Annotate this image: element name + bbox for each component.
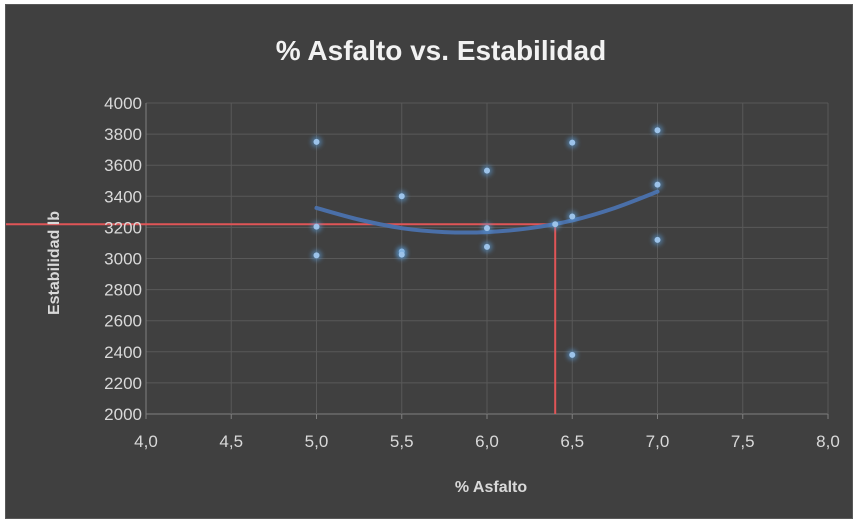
x-tick-label: 5,5 bbox=[390, 432, 414, 451]
data-point-marker bbox=[398, 193, 405, 200]
x-tick-label: 5,0 bbox=[305, 432, 329, 451]
y-tick-label: 3600 bbox=[104, 156, 142, 175]
data-point-marker bbox=[313, 138, 320, 145]
data-point bbox=[566, 211, 578, 223]
x-tick-label: 7,5 bbox=[731, 432, 755, 451]
x-tick-label: 6,0 bbox=[475, 432, 499, 451]
y-tick-label: 2000 bbox=[104, 405, 142, 424]
x-tick-label: 6,5 bbox=[560, 432, 584, 451]
data-point-marker bbox=[552, 221, 559, 228]
data-point-marker bbox=[654, 236, 661, 243]
data-point bbox=[311, 221, 322, 233]
data-point-marker bbox=[569, 213, 576, 220]
data-point-marker bbox=[569, 351, 576, 358]
y-tick-label: 3200 bbox=[104, 218, 142, 237]
y-axis-title: Estabilidad lb bbox=[46, 211, 63, 315]
y-tick-label: 2200 bbox=[104, 374, 142, 393]
x-tick-label: 4,5 bbox=[219, 432, 243, 451]
data-point bbox=[396, 249, 408, 261]
chart-title: % Asfalto vs. Estabilidad bbox=[276, 35, 606, 66]
y-tick-label: 2800 bbox=[104, 281, 142, 300]
data-point bbox=[481, 222, 493, 234]
data-point bbox=[481, 165, 493, 177]
x-tick-label: 7,0 bbox=[646, 432, 670, 451]
data-point-marker bbox=[484, 243, 490, 250]
data-point-marker bbox=[484, 167, 490, 174]
data-point-marker bbox=[484, 225, 490, 232]
x-axis-title: % Asfalto bbox=[455, 479, 528, 496]
data-point bbox=[549, 218, 561, 230]
data-point-marker bbox=[398, 251, 405, 258]
x-tick-label: 8,0 bbox=[816, 432, 840, 451]
y-tick-label: 3800 bbox=[104, 125, 142, 144]
y-tick-label: 2600 bbox=[104, 312, 142, 331]
data-point bbox=[566, 137, 578, 149]
data-point-marker bbox=[313, 252, 320, 259]
data-point bbox=[396, 190, 408, 202]
y-tick-label: 2400 bbox=[104, 343, 142, 362]
data-point-marker bbox=[654, 181, 661, 188]
y-tick-label: 3400 bbox=[104, 187, 142, 206]
data-point bbox=[652, 234, 663, 246]
data-point bbox=[652, 179, 663, 191]
x-tick-label: 4,0 bbox=[134, 432, 158, 451]
y-tick-label: 4000 bbox=[104, 94, 142, 113]
y-tick-label: 3000 bbox=[104, 250, 142, 269]
chart-area: % Asfalto vs. Estabilidad 2000 2200 2400 26… bbox=[5, 4, 853, 519]
scatter-chart: % Asfalto vs. Estabilidad 2000 2200 2400 26… bbox=[6, 35, 840, 496]
data-point-marker bbox=[569, 139, 576, 146]
data-point bbox=[481, 241, 493, 253]
data-point bbox=[311, 136, 322, 148]
data-point bbox=[311, 249, 322, 261]
data-point-marker bbox=[313, 223, 320, 230]
data-point bbox=[652, 124, 663, 136]
data-point bbox=[566, 349, 578, 361]
data-point-marker bbox=[654, 127, 661, 134]
